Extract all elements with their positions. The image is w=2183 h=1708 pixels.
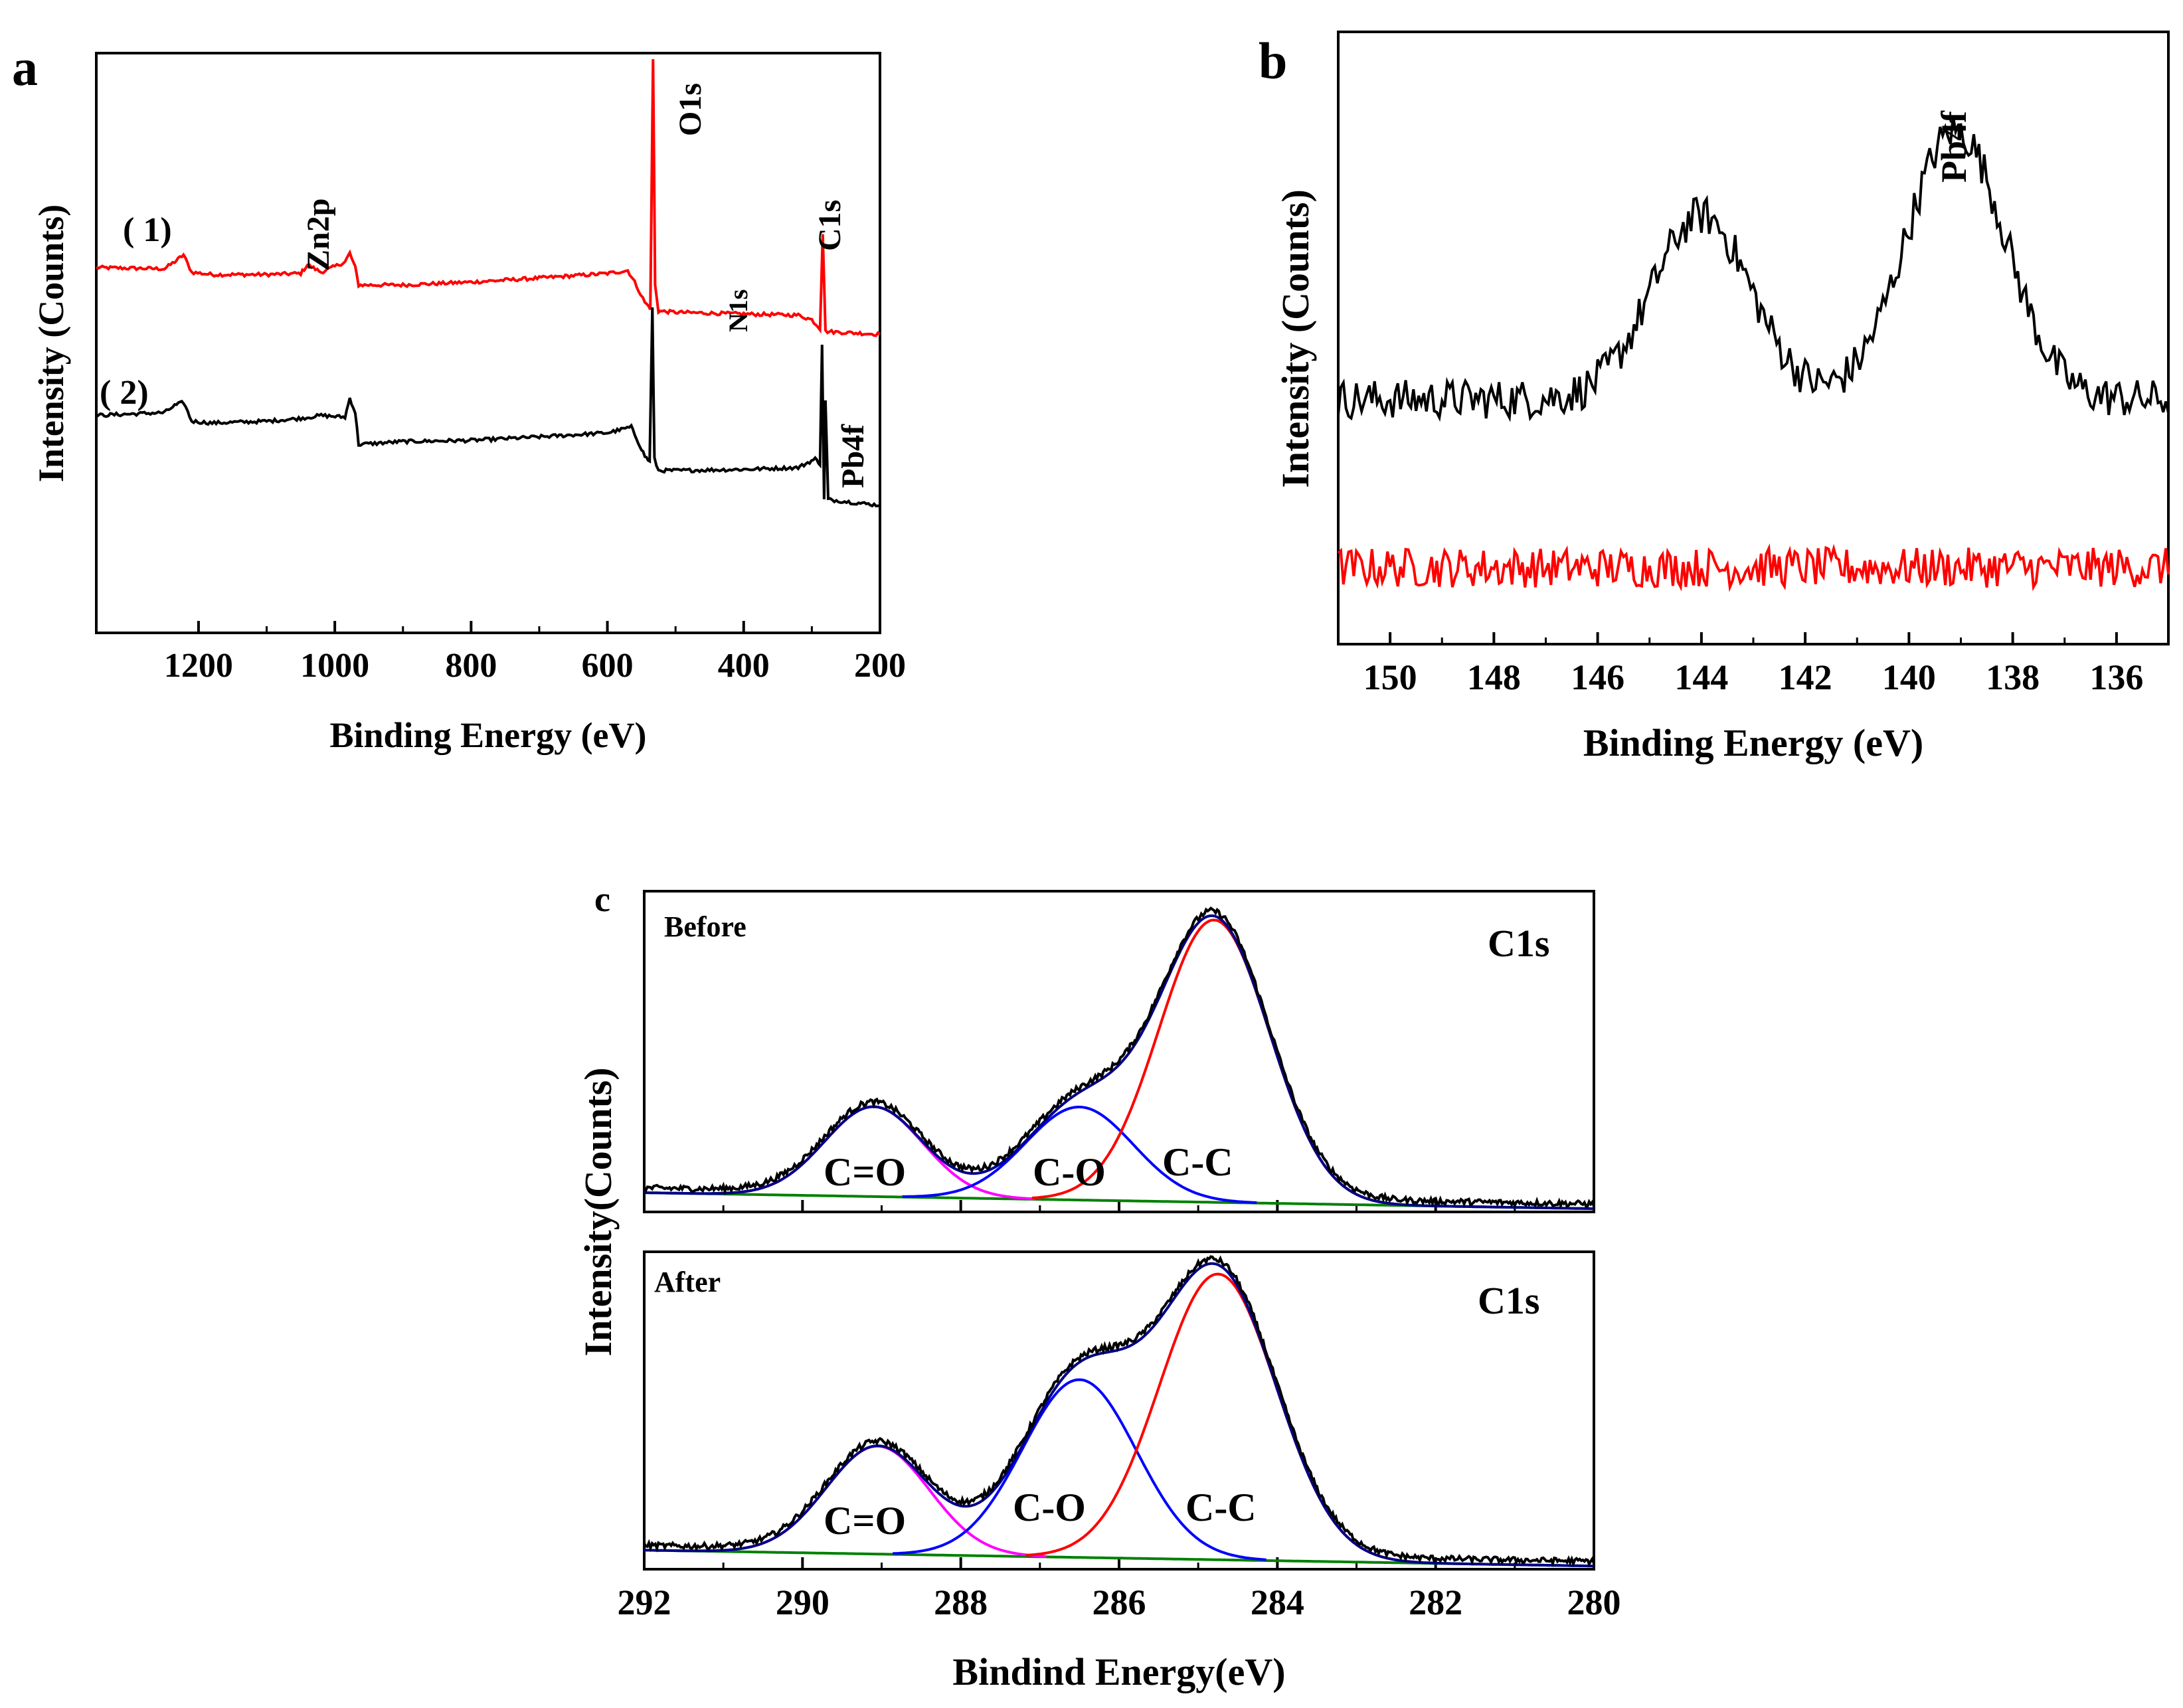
panel-c-after-x-tick-label: 284 — [1251, 1582, 1304, 1622]
y-axis-title-c: Intensity(Counts) — [576, 1067, 620, 1356]
panel-a-x-tick-label: 600 — [582, 647, 634, 685]
annotation-o1s: O1s — [673, 83, 708, 136]
c1s-before-envelope — [644, 914, 1595, 1211]
panel-a-x-tick-label: 1200 — [164, 647, 233, 685]
panel-c-after-x-tick-label: 286 — [1092, 1582, 1146, 1622]
panel-b-x-tick-label: 144 — [1674, 657, 1728, 697]
panel-b: b 150 148 146 144 142 140 138 136 Pb4f Binding … — [1259, 31, 2170, 764]
plot-frame-b — [1337, 31, 2170, 645]
peak-label-cc-before: C-C — [1162, 1140, 1233, 1184]
panel-c-after-x-tick-label: 290 — [776, 1582, 830, 1622]
y-axis-title-a: Intensity (Counts) — [31, 205, 71, 483]
peak-label-cc-after: C-C — [1185, 1486, 1257, 1529]
c1s-after-envelope — [644, 1262, 1594, 1568]
c1s-before-raw — [643, 906, 1595, 1210]
panel-label-a: a — [12, 39, 38, 96]
panel-b-x-tick-label: 148 — [1467, 657, 1521, 697]
panel-a-x-tick-label: 800 — [445, 647, 497, 685]
plot-frame-a — [95, 52, 881, 634]
panel-c-after-x-tick-label: 292 — [618, 1582, 671, 1622]
panel-a-x-tick-label: 200 — [854, 647, 906, 685]
series-label-2: ( 2) — [100, 374, 149, 412]
x-axis-title-a: Binding Energy (eV) — [329, 715, 646, 755]
panel-b-x-tick-label: 136 — [2089, 657, 2143, 697]
peak-label-co-single-before: C-O — [1033, 1150, 1106, 1194]
panel-c-after-x-tick-label: 288 — [934, 1582, 988, 1622]
subplot-label-after: After — [654, 1266, 721, 1298]
element-label-after: C1s — [1478, 1279, 1539, 1322]
panel-b-x-tick-label: 142 — [1779, 657, 1832, 697]
pb4f-series-before — [1337, 116, 2170, 422]
annotation-c1s: C1s — [812, 200, 847, 251]
panel-label-b: b — [1259, 32, 1287, 90]
series-label-1: ( 1) — [123, 211, 172, 249]
plot-frame-c-after — [643, 1250, 1595, 1571]
y-axis-title-b: Intensity (Counts) — [1274, 189, 1317, 488]
annotation-pb4f-b: Pb4f — [1934, 110, 1974, 183]
panel-a-x-tick-label: 1000 — [300, 647, 369, 685]
panel-c: c 292 290 288 286 284 282 280 Before C1s C=O C… — [576, 879, 1621, 1693]
survey-series-1 — [95, 59, 881, 337]
subplot-label-before: Before — [664, 910, 746, 943]
panel-b-x-tick-label: 150 — [1363, 657, 1417, 697]
panel-b-x-tick-label: 138 — [1986, 657, 2040, 697]
c1s-before-component-c-o — [902, 1106, 1257, 1204]
panel-b-x-tick-label: 140 — [1882, 657, 1936, 697]
panel-a-x-tick-label: 400 — [718, 647, 770, 685]
annotation-n1s: N1s — [723, 290, 753, 332]
annotation-pb4f: Pb4f — [835, 424, 871, 488]
panel-label-c: c — [594, 879, 610, 919]
plot-frame-c-before — [643, 890, 1595, 1213]
x-axis-title-c: Bindind Energy(eV) — [952, 1650, 1285, 1693]
survey-series-2 — [95, 307, 881, 508]
annotation-zn2p: Zn2p — [301, 199, 336, 271]
panel-a: a 1200 1000 800 600 400 200 ( 1) ( 2) Zn2p O1… — [12, 39, 906, 755]
c1s-after-raw — [643, 1255, 1595, 1568]
c1s-after-component-c-o — [893, 1378, 1266, 1561]
peak-label-co-double-before: C=O — [824, 1150, 906, 1194]
peak-label-co-double-after: C=O — [824, 1499, 906, 1543]
pb4f-series-after — [1337, 543, 2170, 592]
element-label-before: C1s — [1488, 922, 1549, 965]
x-axis-title-b: Binding Energy (eV) — [1583, 721, 1923, 764]
panel-b-x-tick-label: 146 — [1571, 657, 1624, 697]
panel-c-after-x-tick-label: 280 — [1567, 1582, 1621, 1622]
peak-label-co-single-after: C-O — [1013, 1486, 1086, 1529]
panel-c-after-x-tick-label: 282 — [1409, 1582, 1462, 1622]
